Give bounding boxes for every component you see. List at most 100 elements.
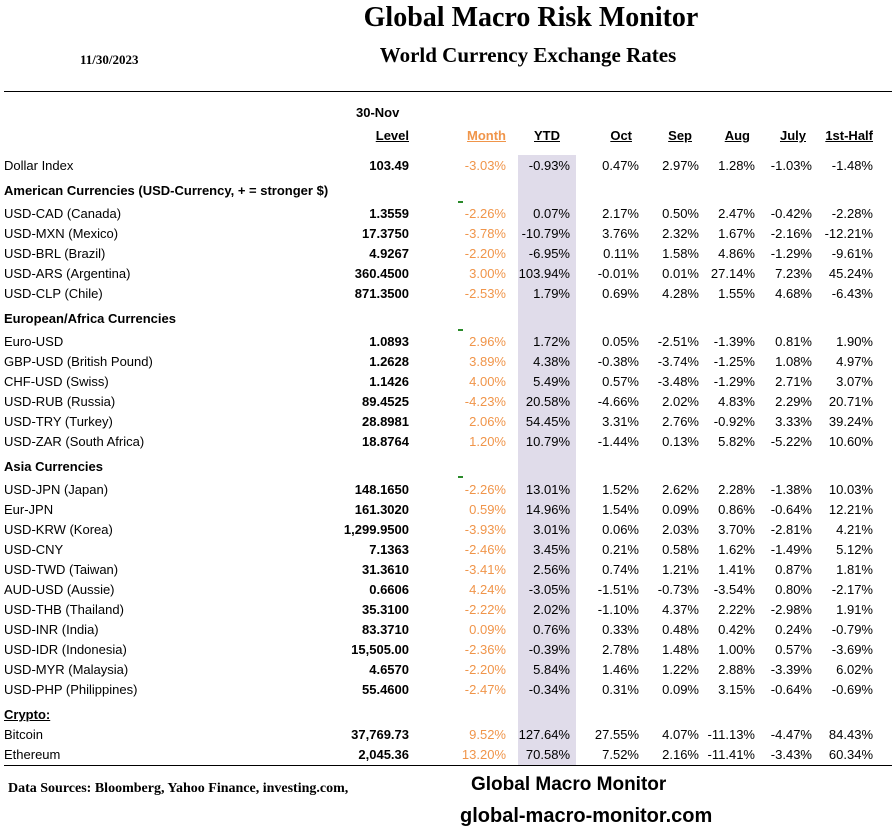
cell-oct: 0.57% [602, 374, 639, 389]
cell-marker [458, 476, 463, 478]
cell-oct: 7.52% [602, 747, 639, 762]
section-header: American Currencies (USD-Currency, + = s… [4, 183, 329, 198]
cell-marker [458, 201, 463, 203]
cell-level: 18.8764 [362, 434, 409, 449]
cell-ytd: 20.58% [525, 394, 570, 409]
cell-july: -1.38% [770, 482, 812, 497]
cell-july: -3.43% [770, 747, 812, 762]
cell-sep: 0.50% [662, 206, 699, 221]
cell-level: 148.1650 [354, 482, 409, 497]
cell-sep: 2.03% [662, 522, 699, 537]
row-label: Bitcoin [4, 727, 44, 742]
cell-half: -9.61% [831, 246, 873, 261]
row-label: USD-MXN (Mexico) [4, 226, 119, 241]
cell-sep: -2.51% [657, 334, 699, 349]
level-date-header: 30-Nov [356, 105, 400, 120]
cell-month: -2.22% [464, 602, 506, 617]
row-label: USD-CNY [4, 542, 64, 557]
report-subtitle: World Currency Exchange Rates [379, 43, 677, 67]
cell-level: 1.3559 [369, 206, 409, 221]
row-label: USD-KRW (Korea) [4, 522, 113, 537]
cell-oct: 1.54% [602, 502, 639, 517]
cell-july: 0.81% [775, 334, 812, 349]
cell-ytd: 5.84% [533, 662, 570, 677]
cell-oct: 0.05% [602, 334, 639, 349]
cell-level: 360.4500 [354, 266, 409, 281]
cell-half: -1.48% [831, 158, 873, 173]
cell-month: 9.52% [469, 727, 506, 742]
cell-aug: 2.28% [718, 482, 755, 497]
cell-sep: 0.09% [662, 502, 699, 517]
col-oct: Oct [610, 128, 632, 143]
cell-sep: -3.74% [657, 354, 699, 369]
cell-oct: 27.55% [594, 727, 639, 742]
col-july: July [779, 128, 806, 143]
top-divider [4, 91, 892, 92]
cell-half: 10.60% [828, 434, 873, 449]
cell-aug: -11.41% [707, 747, 755, 762]
cell-ytd: -0.93% [528, 158, 570, 173]
cell-july: 3.33% [775, 414, 812, 429]
cell-sep: 0.58% [662, 542, 699, 557]
cell-half: -0.79% [831, 622, 873, 637]
bottom-divider [4, 765, 892, 766]
row-label: Ethereum [4, 747, 61, 762]
cell-july: -2.81% [770, 522, 812, 537]
cell-ytd: -10.79% [521, 226, 570, 241]
row-label: USD-JPN (Japan) [4, 482, 109, 497]
cell-sep: 1.58% [662, 246, 699, 261]
cell-level: 4.9267 [369, 246, 409, 261]
cell-sep: 0.01% [662, 266, 699, 281]
cell-half: 45.24% [828, 266, 873, 281]
cell-month: 1.20% [469, 434, 506, 449]
cell-aug: 1.28% [718, 158, 755, 173]
cell-ytd: 0.07% [533, 206, 570, 221]
cell-level: 161.3020 [354, 502, 409, 517]
row-label: USD-TRY (Turkey) [4, 414, 113, 429]
cell-sep: -0.73% [657, 582, 699, 597]
brand-url[interactable]: global-macro-monitor.com [460, 805, 713, 827]
cell-level: 2,045.36 [358, 747, 409, 762]
cell-marker [458, 329, 463, 331]
cell-july: -0.64% [770, 502, 812, 517]
cell-ytd: 1.79% [533, 286, 570, 301]
row-label: Eur-JPN [4, 502, 54, 517]
cell-july: 0.24% [775, 622, 812, 637]
cell-july: 0.80% [775, 582, 812, 597]
cell-oct: 0.11% [603, 246, 639, 261]
cell-oct: 1.52% [602, 482, 639, 497]
cell-sep: 0.48% [662, 622, 699, 637]
cell-half: 1.91% [836, 602, 873, 617]
cell-ytd: 3.01% [533, 522, 570, 537]
col-1st-half: 1st-Half [825, 128, 873, 143]
cell-aug: -3.54% [713, 582, 755, 597]
cell-level: 31.3610 [362, 562, 409, 577]
cell-aug: 0.42% [718, 622, 755, 637]
row-label: USD-THB (Thailand) [4, 602, 124, 617]
cell-oct: 3.76% [602, 226, 639, 241]
cell-oct: 1.46% [602, 662, 639, 677]
col-sep: Sep [668, 128, 692, 143]
cell-half: -3.69% [831, 642, 873, 657]
cell-month: -3.93% [464, 522, 506, 537]
cell-level: 37,769.73 [351, 727, 409, 742]
cell-oct: 2.78% [602, 642, 639, 657]
cell-july: -2.98% [770, 602, 812, 617]
cell-july: 0.57% [775, 642, 812, 657]
cell-month: -2.46% [464, 542, 506, 557]
cell-sep: 2.02% [662, 394, 699, 409]
cell-july: 7.23% [775, 266, 812, 281]
cell-oct: 2.17% [602, 206, 639, 221]
cell-month: 0.59% [469, 502, 506, 517]
cell-ytd: 0.76% [533, 622, 570, 637]
cell-ytd: 54.45% [525, 414, 570, 429]
col-month: Month [467, 128, 506, 143]
cell-oct: 0.47% [602, 158, 639, 173]
cell-july: 2.71% [775, 374, 812, 389]
cell-sep: 0.09% [662, 682, 699, 697]
cell-half: 3.07% [836, 374, 873, 389]
data-sources: Data Sources: Bloomberg, Yahoo Finance, … [8, 781, 349, 796]
cell-sep: 2.97% [662, 158, 699, 173]
cell-sep: 4.07% [662, 727, 699, 742]
cell-month: 3.00% [469, 266, 506, 281]
